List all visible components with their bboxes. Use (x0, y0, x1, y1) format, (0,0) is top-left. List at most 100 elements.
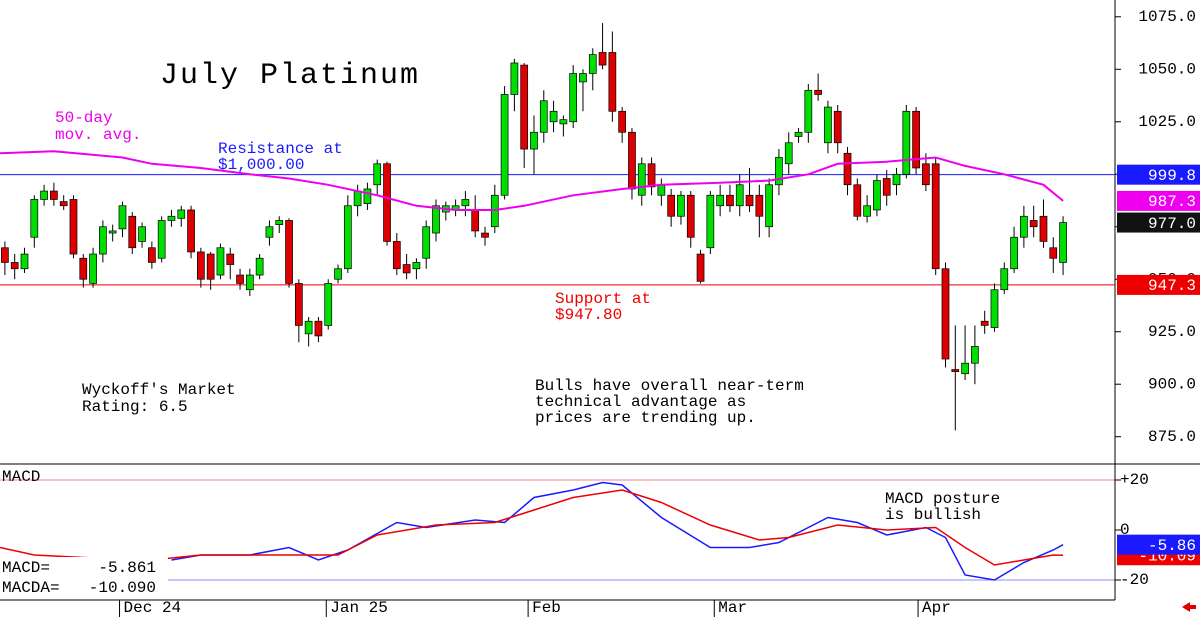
candle-body (245, 274, 254, 291)
candle-body (726, 194, 734, 207)
candle-body (294, 283, 303, 326)
candle-body (863, 205, 871, 217)
x-tick-label: Feb (532, 599, 561, 617)
readout-value: -10.090 (89, 579, 156, 597)
candle-body (765, 184, 773, 228)
candle-body (657, 184, 666, 196)
candle-body (40, 190, 48, 200)
candle-body (255, 257, 264, 276)
candle-body (1039, 215, 1048, 242)
candle-body (843, 152, 852, 186)
candle-body (814, 89, 822, 95)
candle-body (873, 180, 881, 211)
candle-body (716, 194, 724, 207)
candle-body (931, 163, 940, 270)
candle-body (148, 247, 156, 263)
candle-body (628, 131, 636, 190)
candle-body (99, 226, 107, 255)
candle-body (30, 199, 39, 238)
candle-body (89, 253, 97, 284)
chart-title: July Platinum (160, 59, 420, 93)
annotation: 50-day (55, 109, 113, 127)
y-tick-label: 0 (1120, 521, 1130, 539)
candle-body (334, 268, 342, 280)
annotation: MACD posture (885, 490, 1000, 508)
candle-body (598, 52, 607, 66)
annotation: technical advantage as (535, 393, 746, 411)
candle-body (206, 253, 215, 280)
panel-title: MACD (2, 468, 40, 486)
macd-tag-label: -5.86 (1148, 537, 1196, 555)
legend-label: MACD= (2, 559, 50, 577)
annotation: $947.80 (555, 306, 622, 324)
candle-body (1059, 222, 1067, 263)
candle-body (216, 247, 225, 276)
annotation: is bullish (885, 506, 981, 524)
candle-body (892, 173, 901, 186)
candle-body (980, 320, 989, 326)
nav-arrow (1182, 602, 1196, 612)
y-tick-label: -20 (1120, 571, 1149, 589)
annotation: Bulls have overall near-term (535, 377, 804, 395)
annotation: Rating: 6.5 (82, 398, 188, 416)
moving-average (0, 150, 1064, 211)
candle-body (941, 268, 950, 360)
price-tag-label: 999.8 (1148, 167, 1196, 185)
candle-body (853, 184, 862, 217)
candle-body (677, 194, 685, 217)
candle-body (1029, 220, 1038, 228)
y-tick-label: 875.0 (1148, 428, 1196, 446)
candle-body (353, 190, 362, 207)
candle-body (108, 230, 117, 234)
candle-body (922, 163, 930, 186)
candle-body (226, 253, 235, 265)
candle-body (157, 220, 166, 259)
candle-body (775, 157, 783, 186)
annotation: Support at (555, 290, 651, 308)
candle-body (902, 110, 911, 175)
candle-body (236, 274, 244, 284)
candle-body (618, 110, 627, 133)
price-tag-label: 947.3 (1148, 277, 1196, 295)
candle-body (510, 62, 519, 95)
candle-body (304, 320, 313, 335)
candle-body (755, 194, 764, 217)
macd-line (0, 489, 1064, 566)
candle-body (59, 201, 68, 207)
candle-body (197, 251, 205, 280)
price-tag (1117, 212, 1200, 233)
candle-body (481, 232, 489, 238)
candle-body (265, 226, 274, 238)
candle-body (745, 194, 754, 207)
candle-body (686, 194, 695, 238)
candle-body (20, 253, 29, 270)
candle-body (794, 131, 803, 137)
price-tag-label: 977.0 (1148, 215, 1196, 233)
price-tag (1117, 274, 1200, 295)
candle-body (647, 163, 656, 188)
candle-body (490, 194, 499, 228)
candle-body (392, 241, 401, 270)
candle-body (804, 89, 813, 133)
candle-body (69, 199, 78, 255)
candle-body (118, 205, 127, 230)
candle-body (1000, 268, 1009, 291)
x-tick-label: Apr (922, 599, 951, 617)
annotation: Resistance at (218, 140, 343, 158)
annotation: mov. avg. (55, 126, 141, 144)
y-tick-label: 925.0 (1148, 323, 1196, 341)
candle-body (432, 205, 440, 234)
annotation: Wyckoff's Market (82, 381, 236, 399)
candle-body (784, 142, 793, 165)
candle-body (50, 190, 58, 200)
candle-body (539, 100, 548, 133)
candle-body (422, 226, 431, 259)
candle-body (520, 64, 529, 150)
y-tick-label: 1025.0 (1138, 113, 1196, 131)
price-tag-label: 987.3 (1148, 193, 1196, 211)
legend-label: MACDA= (2, 579, 60, 597)
readout-value: -5.861 (98, 559, 156, 577)
price-tag (1117, 190, 1200, 211)
candle-body (324, 283, 333, 326)
x-tick-label: Dec 24 (124, 599, 182, 617)
